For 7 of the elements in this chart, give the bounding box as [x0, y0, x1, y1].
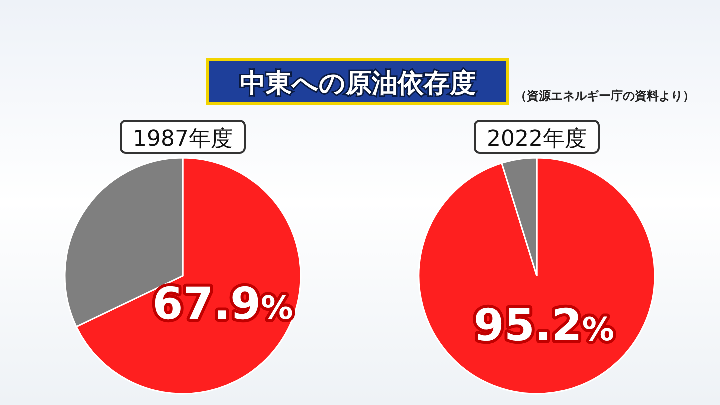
text: （資源エネルギー庁の資料より）: [515, 89, 695, 103]
data-label: 67.9%: [152, 279, 294, 330]
chart-subtitle: 1987年度: [133, 127, 233, 152]
text: 中東への原油依存度: [240, 69, 476, 99]
pie-slice: [418, 157, 656, 395]
data-label: 95.2%: [474, 300, 614, 352]
chart-subtitle: 2022年度: [487, 127, 587, 152]
